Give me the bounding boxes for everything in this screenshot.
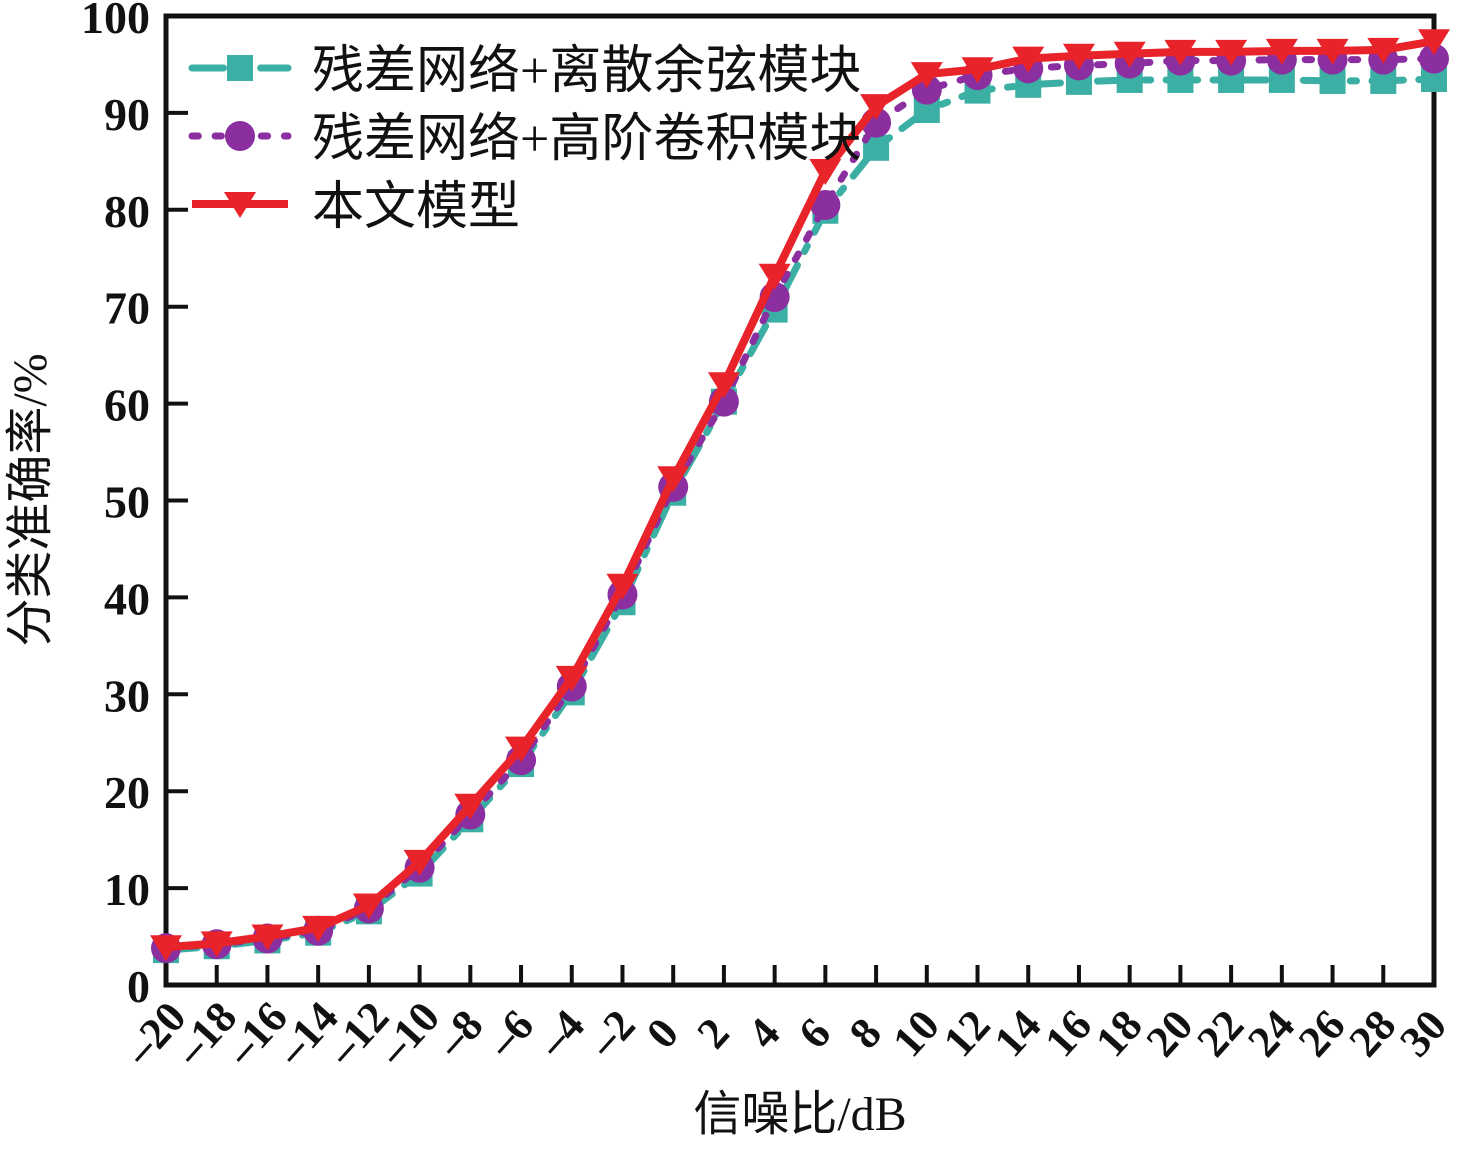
legend-label: 残差网络+离散余弦模块 <box>312 43 861 100</box>
data-point-marker <box>1265 38 1298 65</box>
series-line <box>165 37 1435 952</box>
data-point-marker <box>1316 38 1349 65</box>
legend-label: 残差网络+高阶卷积模块 <box>312 111 861 168</box>
data-point-marker <box>1215 39 1248 66</box>
x-tick-label: 4 <box>738 1009 789 1058</box>
data-point-marker <box>809 159 842 186</box>
data-point-marker <box>454 793 487 820</box>
data-point-marker <box>1164 39 1197 66</box>
y-tick-label: 90 <box>104 89 150 140</box>
y-tick-label: 20 <box>104 767 150 818</box>
data-point-marker <box>1012 46 1045 73</box>
data-point-marker <box>1367 37 1400 64</box>
data-point-marker <box>1418 29 1450 56</box>
x-axis-title: 信噪比/dB <box>693 1088 906 1141</box>
data-point-marker <box>707 372 740 399</box>
data-point-marker <box>224 192 256 218</box>
data-point-marker <box>227 55 253 81</box>
data-point-marker <box>1062 43 1095 70</box>
legend-item-2[interactable]: 残差网络+高阶卷积模块 <box>188 111 861 168</box>
y-tick-label: 100 <box>81 0 150 43</box>
y-tick-label: 50 <box>104 477 150 528</box>
data-point-marker <box>200 931 233 958</box>
x-tick-label: 6 <box>789 1009 840 1058</box>
y-tick-label: 70 <box>104 283 150 334</box>
series-line <box>162 55 1438 952</box>
data-point-marker <box>810 189 841 220</box>
y-tick-label: 80 <box>104 186 150 237</box>
data-point-marker <box>910 62 943 89</box>
plot-frame <box>163 13 1437 988</box>
data-point-marker <box>352 893 385 920</box>
x-tick-label: 0 <box>637 1009 688 1058</box>
x-tick-label: 30 <box>1390 1001 1456 1066</box>
y-tick-label: 40 <box>104 573 150 624</box>
data-point-marker <box>555 665 588 692</box>
y-axis-tick-marks <box>166 110 188 891</box>
data-point-marker <box>150 935 182 962</box>
y-axis-tick-labels: 0 10 20 30 40 50 60 70 80 90 100 <box>81 0 150 1012</box>
series-layer <box>150 29 1450 964</box>
data-point-marker <box>860 94 893 121</box>
y-tick-label: 10 <box>104 864 150 915</box>
data-point-marker <box>758 263 791 290</box>
data-point-marker <box>657 466 690 493</box>
legend-item-1[interactable]: 残差网络+离散余弦模块 <box>188 43 861 100</box>
data-point-marker <box>403 849 436 876</box>
y-tick-label: 60 <box>104 380 150 431</box>
data-point-marker <box>505 736 538 763</box>
y-axis-title: 分类准确率/% <box>4 353 57 646</box>
y-tick-label: 0 <box>127 961 150 1012</box>
data-point-marker <box>225 121 255 151</box>
series-3 <box>150 29 1450 962</box>
legend-item-3[interactable]: 本文模型 <box>192 179 520 236</box>
data-point-marker <box>1419 43 1449 74</box>
data-point-marker <box>251 924 284 951</box>
data-point-marker <box>961 57 994 84</box>
y-tick-label: 30 <box>104 670 150 721</box>
x-tick-label: –2 <box>578 1001 645 1067</box>
x-tick-label: 2 <box>688 1009 739 1058</box>
x-axis-tick-labels: –20–18–16–14–12–10–8–6–4–20 2 4 6 8101214161… <box>114 992 1456 1075</box>
legend-label: 本文模型 <box>312 179 520 236</box>
data-point-marker <box>302 915 335 942</box>
x-axis-tick-marks <box>214 965 1386 985</box>
data-point-marker <box>606 573 639 600</box>
data-point-marker <box>1113 41 1146 68</box>
